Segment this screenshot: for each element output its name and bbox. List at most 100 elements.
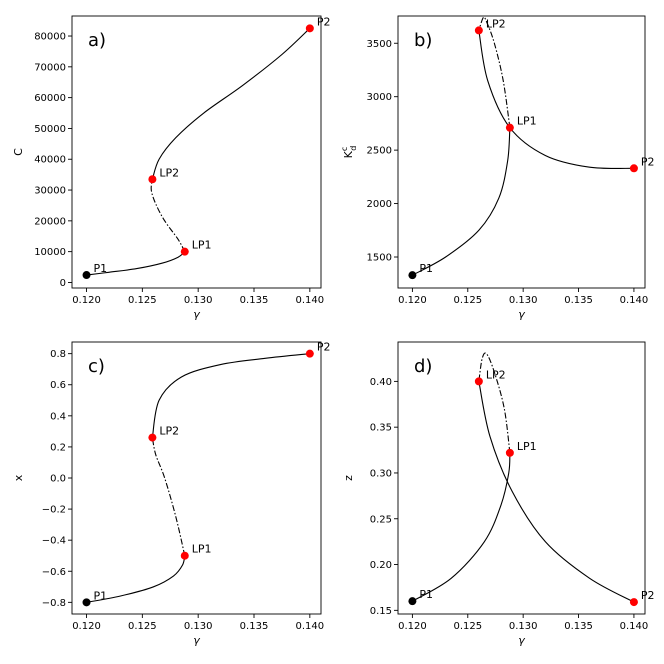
y-tick-label: 0.8 xyxy=(50,349,66,360)
panel-label: d) xyxy=(414,356,432,377)
x-tick-label: 0.120 xyxy=(398,295,427,306)
series-line-stable-0 xyxy=(86,251,186,276)
point-marker-p1 xyxy=(82,598,91,607)
y-tick-label: 0 xyxy=(60,278,66,289)
point-marker-lp1 xyxy=(505,448,514,457)
y-tick-label: 3000 xyxy=(367,92,392,103)
x-axis-label: γ xyxy=(193,308,200,321)
y-tick-label: −0.6 xyxy=(42,567,66,578)
x-axis-label: γ xyxy=(193,634,200,647)
series-line-stable-0 xyxy=(412,127,511,276)
series-line-unstable-1 xyxy=(478,352,511,453)
x-tick-label: 0.140 xyxy=(620,621,649,632)
point-marker-lp1 xyxy=(180,247,189,256)
y-tick-label: 30000 xyxy=(34,186,66,197)
x-tick-label: 0.130 xyxy=(184,295,213,306)
x-tick-label: 0.140 xyxy=(296,295,325,306)
point-marker-p2 xyxy=(629,598,638,607)
x-tick-label: 0.135 xyxy=(564,621,593,632)
x-tick-label: 0.135 xyxy=(240,295,269,306)
series-line-stable-0 xyxy=(86,555,186,603)
y-tick-label: 0.40 xyxy=(370,377,392,388)
series-line-stable-2 xyxy=(151,27,311,180)
y-tick-label: 20000 xyxy=(34,216,66,227)
point-marker-p2 xyxy=(305,349,314,358)
y-axis-label-subscript: d xyxy=(349,146,358,151)
y-tick-label: 0.30 xyxy=(370,468,392,479)
point-label-lp2: LP2 xyxy=(159,425,179,438)
panel-a: 0.120 0.125 0.130 0.135 0.140 0 10000 20000 3000… xyxy=(12,15,330,321)
point-marker-lp2 xyxy=(148,175,157,184)
y-tick-label: 40000 xyxy=(34,155,66,166)
x-tick-label: 0.140 xyxy=(296,621,325,632)
x-tick-label: 0.120 xyxy=(72,295,101,306)
x-tick-label: 0.140 xyxy=(620,295,649,306)
y-tick-label: 0.4 xyxy=(50,411,66,422)
point-marker-p1 xyxy=(408,597,417,606)
x-tick-label: 0.130 xyxy=(184,621,213,632)
y-tick-label: 0.0 xyxy=(50,474,66,485)
y-axis-label: C xyxy=(12,148,25,156)
axes-frame xyxy=(397,15,646,289)
y-tick-label: 1500 xyxy=(367,253,392,264)
panel-label: c) xyxy=(88,356,105,377)
x-tick-label: 0.135 xyxy=(564,295,593,306)
panel-label: a) xyxy=(88,30,106,51)
y-axis-label: Kcd xyxy=(340,146,358,159)
panel-d: 0.120 0.125 0.130 0.135 0.140 0.15 0.20 0.25 0.3… xyxy=(342,341,655,647)
y-axis-label-text: C xyxy=(12,148,25,156)
axes-frame xyxy=(71,15,322,289)
y-tick-label: 0.2 xyxy=(50,442,66,453)
x-tick-label: 0.125 xyxy=(453,621,482,632)
y-axis-label-text: K xyxy=(342,150,355,158)
point-marker-lp1 xyxy=(505,123,514,132)
axes-frame xyxy=(397,341,646,615)
y-tick-label: 10000 xyxy=(34,247,66,258)
x-tick-label: 0.130 xyxy=(509,621,538,632)
point-label-p1: P1 xyxy=(94,589,108,602)
series-line-unstable-1 xyxy=(478,16,511,128)
axes-frame xyxy=(71,341,322,615)
y-tick-label: 0.6 xyxy=(50,380,66,391)
y-tick-label: −0.2 xyxy=(42,505,66,516)
series-line-stable-2 xyxy=(151,353,310,438)
point-label-p2: P2 xyxy=(641,589,655,602)
x-axis-label: γ xyxy=(518,634,525,647)
y-tick-label: 70000 xyxy=(34,62,66,73)
point-marker-p1 xyxy=(82,271,91,280)
series-line-unstable-1 xyxy=(150,179,186,252)
x-tick-label: 0.125 xyxy=(128,621,157,632)
series-line-stable-2 xyxy=(478,30,634,170)
series-line-unstable-1 xyxy=(151,437,186,556)
point-label-p2: P2 xyxy=(317,15,331,28)
y-axis-label-superscript: c xyxy=(340,147,349,151)
y-axis-label: z xyxy=(342,475,355,481)
point-label-p1: P1 xyxy=(94,262,108,275)
point-label-p1: P1 xyxy=(419,588,433,601)
point-marker-p1 xyxy=(408,271,417,280)
x-tick-label: 0.125 xyxy=(453,295,482,306)
x-tick-label: 0.125 xyxy=(128,295,157,306)
point-marker-lp1 xyxy=(180,551,189,560)
y-tick-label: 2000 xyxy=(367,199,392,210)
point-label-p1: P1 xyxy=(419,262,433,275)
x-tick-label: 0.120 xyxy=(398,621,427,632)
y-tick-label: 0.25 xyxy=(370,514,392,525)
point-label-lp1: LP1 xyxy=(192,543,212,556)
x-axis-label: γ xyxy=(518,308,525,321)
point-label-p2: P2 xyxy=(641,155,655,168)
series-line-stable-2 xyxy=(478,381,635,603)
panel-b: 0.120 0.125 0.130 0.135 0.140 1500 2000 2500 300… xyxy=(340,15,655,321)
x-tick-label: 0.120 xyxy=(72,621,101,632)
y-tick-label: −0.4 xyxy=(42,536,66,547)
y-axis-label-text: z xyxy=(342,475,355,481)
point-marker-p2 xyxy=(629,164,638,173)
y-axis-label: x xyxy=(12,474,25,481)
point-label-lp2: LP2 xyxy=(486,17,506,30)
y-axis-label-text: x xyxy=(12,474,25,481)
point-marker-lp2 xyxy=(474,26,483,35)
y-tick-label: 0.15 xyxy=(370,606,392,617)
point-label-lp2: LP2 xyxy=(159,166,179,179)
y-tick-label: 0.20 xyxy=(370,560,392,571)
